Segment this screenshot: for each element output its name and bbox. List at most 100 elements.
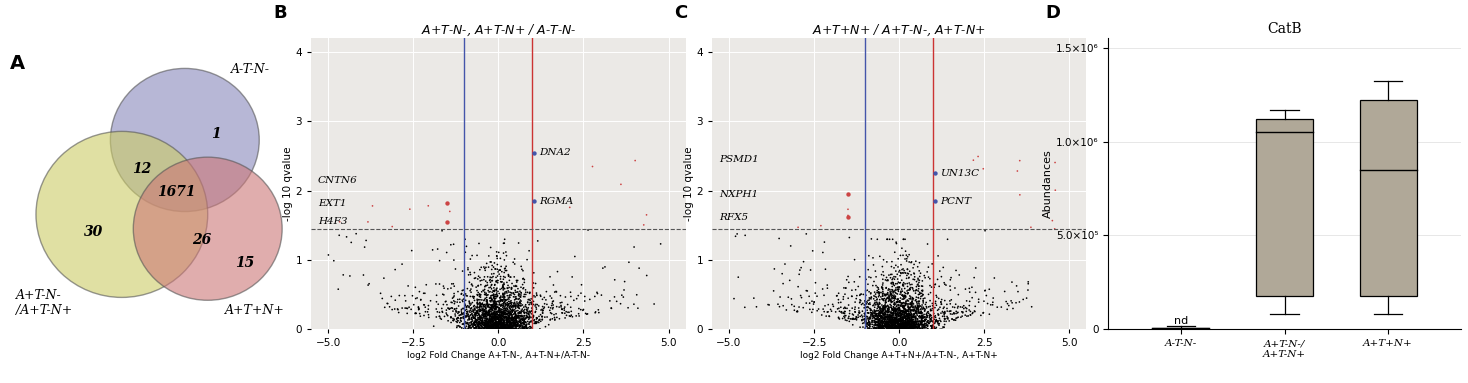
Point xyxy=(872,316,895,322)
Point xyxy=(493,326,517,332)
Point xyxy=(501,316,524,322)
Point xyxy=(480,324,504,330)
Point xyxy=(393,298,417,304)
Point xyxy=(501,323,524,329)
Point xyxy=(479,323,502,329)
Point xyxy=(495,307,518,313)
Point xyxy=(506,313,530,319)
Point xyxy=(872,312,895,318)
Point xyxy=(875,321,898,327)
Point xyxy=(857,289,881,295)
Point xyxy=(501,315,524,321)
Point xyxy=(871,309,894,315)
Point xyxy=(869,313,893,319)
Point xyxy=(477,312,501,318)
Point xyxy=(480,314,504,320)
Point xyxy=(498,323,521,329)
Point xyxy=(483,316,506,322)
Point xyxy=(884,323,907,329)
Point xyxy=(923,300,947,306)
Point xyxy=(859,313,882,319)
Point xyxy=(583,310,606,316)
Point xyxy=(891,321,915,327)
Point xyxy=(501,326,524,332)
Point xyxy=(464,319,487,326)
Point xyxy=(881,323,904,329)
Point xyxy=(923,282,947,288)
Point xyxy=(452,314,476,320)
Point xyxy=(881,315,904,321)
Point xyxy=(863,325,887,331)
Point xyxy=(920,307,944,313)
Point xyxy=(486,319,509,325)
Point xyxy=(492,306,515,312)
Point xyxy=(932,316,956,322)
Point xyxy=(850,314,873,320)
Point xyxy=(489,298,512,304)
Point xyxy=(903,326,926,332)
Point xyxy=(894,315,918,321)
Point xyxy=(894,325,918,331)
Point xyxy=(492,311,515,318)
Point xyxy=(925,302,948,308)
Point xyxy=(900,322,923,328)
Point xyxy=(393,293,417,299)
Point xyxy=(891,315,915,321)
Point xyxy=(490,320,514,326)
Point xyxy=(909,315,932,321)
Bar xyxy=(1257,119,1312,296)
Point xyxy=(499,318,523,324)
Point xyxy=(884,326,907,332)
Point xyxy=(600,305,624,311)
Point xyxy=(882,326,906,332)
Point xyxy=(898,307,922,313)
Point xyxy=(929,310,953,316)
Point xyxy=(499,306,523,312)
Point xyxy=(492,326,515,332)
Point xyxy=(854,313,878,319)
Point xyxy=(816,309,840,315)
Point xyxy=(504,303,527,309)
Point xyxy=(524,308,548,314)
Point xyxy=(884,324,907,330)
Point xyxy=(468,306,492,312)
Point xyxy=(383,306,407,312)
Point xyxy=(900,316,923,322)
Point xyxy=(483,316,506,322)
Point xyxy=(875,315,898,321)
Point xyxy=(583,293,606,300)
Point xyxy=(871,310,894,316)
Point xyxy=(900,323,923,329)
Point xyxy=(483,288,506,295)
Point xyxy=(893,318,916,324)
Point xyxy=(859,300,882,306)
Point xyxy=(462,314,486,320)
Point xyxy=(492,310,515,316)
Point xyxy=(495,325,518,331)
Point xyxy=(866,313,890,319)
Point xyxy=(486,309,509,315)
Point xyxy=(455,311,479,317)
Point xyxy=(493,317,517,323)
Point xyxy=(498,317,521,323)
Point xyxy=(890,288,913,294)
Point xyxy=(480,326,504,332)
Point xyxy=(872,296,895,302)
Text: D: D xyxy=(1045,4,1060,22)
Point xyxy=(480,319,504,325)
Point xyxy=(875,299,898,305)
Point xyxy=(885,306,909,313)
Point xyxy=(865,316,888,322)
Point xyxy=(483,311,506,317)
Point xyxy=(875,319,898,325)
Point xyxy=(480,322,504,328)
Point xyxy=(490,321,514,327)
Point xyxy=(887,285,910,291)
Point xyxy=(950,309,973,315)
Point xyxy=(505,318,528,324)
Point xyxy=(458,316,482,322)
Point xyxy=(427,313,451,319)
Point xyxy=(486,314,509,321)
Point xyxy=(567,313,590,319)
Point xyxy=(882,295,906,301)
